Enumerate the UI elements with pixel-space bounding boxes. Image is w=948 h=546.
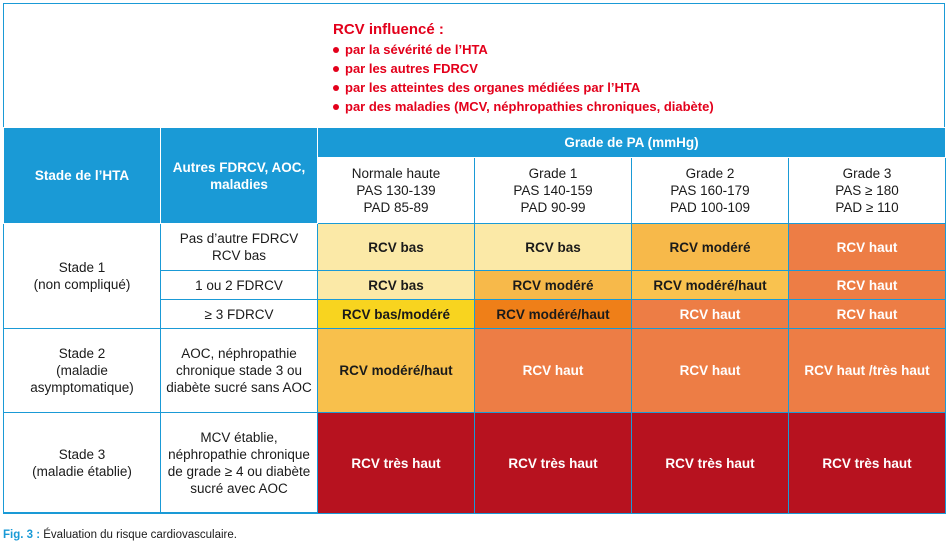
intro-bullet: par les autres FDRCV	[333, 59, 714, 78]
risk-cell: RCV très haut	[787, 412, 947, 514]
factors-cell: AOC, néphropathie chronique stade 3 ou d…	[160, 328, 318, 413]
risk-cell: RCV bas	[474, 223, 632, 271]
intro-bullet: par des maladies (MCV, néphropathies chr…	[333, 97, 714, 116]
table-row: ≥ 3 FDRCV RCV bas/modéré RCV modéré/haut…	[4, 299, 947, 329]
risk-cell: RCV haut	[631, 328, 789, 413]
factors-cell: 1 ou 2 FDRCV	[160, 270, 318, 300]
bullet-dot-icon	[333, 84, 339, 91]
table-row: Stade 3 (maladie établie) MCV établie, né…	[3, 412, 947, 514]
risk-cell: RCV bas	[317, 270, 475, 300]
table-row: Stade 2 (maladie asymptomatique) AOC, nép…	[3, 328, 947, 413]
intro-bullet: par les atteintes des organes médiées pa…	[333, 78, 714, 97]
intro-bullet: par la sévérité de l’HTA	[333, 40, 714, 59]
intro-block: RCV influencé : par la sévérité de l’HTA…	[333, 20, 714, 116]
risk-cell: RCV modéré/haut	[317, 328, 475, 413]
risk-cell: RCV haut	[787, 270, 947, 300]
risk-cell: RCV bas	[317, 223, 475, 271]
risk-cell: RCV bas/modéré	[317, 299, 475, 329]
bullet-dot-icon	[333, 46, 339, 53]
risk-cell: RCV très haut	[631, 412, 789, 514]
stade-1-label: Stade 1 (non compliqué)	[3, 223, 161, 329]
risk-cell: RCV modéré	[474, 270, 632, 300]
risk-cell: RCV modéré	[631, 223, 789, 271]
risk-cell: RCV très haut	[474, 412, 632, 514]
bullet-dot-icon	[333, 103, 339, 110]
header-autres: Autres FDRCV, AOC, maladies	[160, 127, 318, 224]
bullet-dot-icon	[333, 65, 339, 72]
risk-table: Stade de l’HTA Autres FDRCV, AOC, maladi…	[3, 127, 947, 514]
factors-cell: ≥ 3 FDRCV	[160, 299, 318, 329]
grade-header: Grade 1 PAS 140-159 PAD 90-99	[474, 157, 632, 224]
risk-cell: RCV haut	[474, 328, 632, 413]
header-grade: Grade de PA (mmHg)	[316, 127, 947, 158]
factors-cell: MCV établie, néphropathie chronique de g…	[160, 412, 318, 514]
header-stade: Stade de l’HTA	[3, 127, 161, 224]
figure-caption: Fig. 3 : Évaluation du risque cardiovasc…	[3, 529, 237, 541]
risk-cell: RCV haut	[787, 299, 947, 329]
grade-header: Grade 2 PAS 160-179 PAD 100-109	[631, 157, 789, 224]
risk-cell: RCV modéré/haut	[631, 270, 789, 300]
caption-label: Fig. 3 :	[3, 529, 41, 541]
factors-cell: Pas d’autre FDRCV RCV bas	[160, 223, 318, 271]
stade-2-label: Stade 2 (maladie asymptomatique)	[3, 328, 161, 413]
risk-cell: RCV très haut	[317, 412, 475, 514]
risk-cell: RCV haut	[787, 223, 947, 271]
table-row: Stade 1 (non compliqué) Pas d’autre FDRCV…	[3, 223, 947, 329]
risk-cell: RCV haut /très haut	[787, 328, 947, 413]
risk-cell: RCV modéré/haut	[474, 299, 632, 329]
risk-cell: RCV haut	[631, 299, 789, 329]
stade-3-label: Stade 3 (maladie établie)	[3, 412, 161, 514]
grade-header: Normale haute PAS 130-139 PAD 85-89	[317, 157, 475, 224]
intro-title: RCV influencé :	[333, 21, 444, 38]
grade-header: Grade 3 PAS ≥ 180 PAD ≥ 110	[787, 157, 947, 224]
caption-text: Évaluation du risque cardiovasculaire.	[40, 529, 237, 541]
